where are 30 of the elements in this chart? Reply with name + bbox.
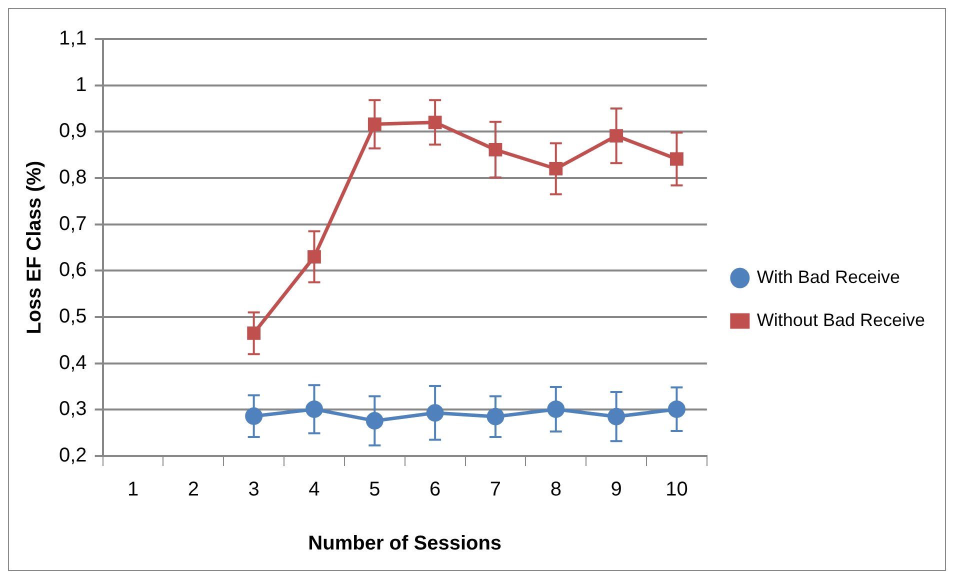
legend-label: Without Bad Receive — [756, 310, 926, 330]
x-tick-label: 10 — [666, 478, 688, 501]
x-tick-label: 6 — [430, 478, 441, 501]
point — [610, 129, 623, 143]
y-tick-label: 0,8 — [58, 166, 87, 189]
x-tick-label: 2 — [188, 478, 199, 501]
x-tick-label: 4 — [308, 478, 320, 501]
point — [247, 326, 261, 340]
y-tick-label: 1 — [76, 74, 87, 96]
point — [549, 162, 563, 176]
y-axis-title: Loss EF Class (%) — [24, 160, 46, 334]
x-tick-label: 9 — [610, 478, 622, 501]
point — [428, 116, 442, 130]
y-tick-label: 0,2 — [58, 444, 87, 467]
point — [368, 118, 382, 131]
y-tick-label: 0,3 — [58, 398, 87, 420]
y-tick-label: 0,7 — [58, 212, 87, 235]
y-tick-label: 1,1 — [58, 28, 87, 50]
x-tick-label: 7 — [490, 478, 502, 501]
x-tick-label: 5 — [369, 478, 380, 501]
y-tick-label: 0,4 — [58, 352, 87, 374]
y-tick-label: 0,6 — [58, 259, 87, 282]
legend-label: With Bad Receive — [756, 266, 900, 287]
y-tick-label: 0,9 — [58, 120, 87, 142]
point — [308, 250, 321, 264]
x-axis-title: Number of Sessions — [308, 532, 502, 555]
x-tick-label: 3 — [248, 478, 260, 501]
x-tick-label: 8 — [550, 478, 562, 501]
y-tick-label: 0,5 — [58, 306, 87, 328]
x-tick-label: 1 — [127, 478, 139, 501]
